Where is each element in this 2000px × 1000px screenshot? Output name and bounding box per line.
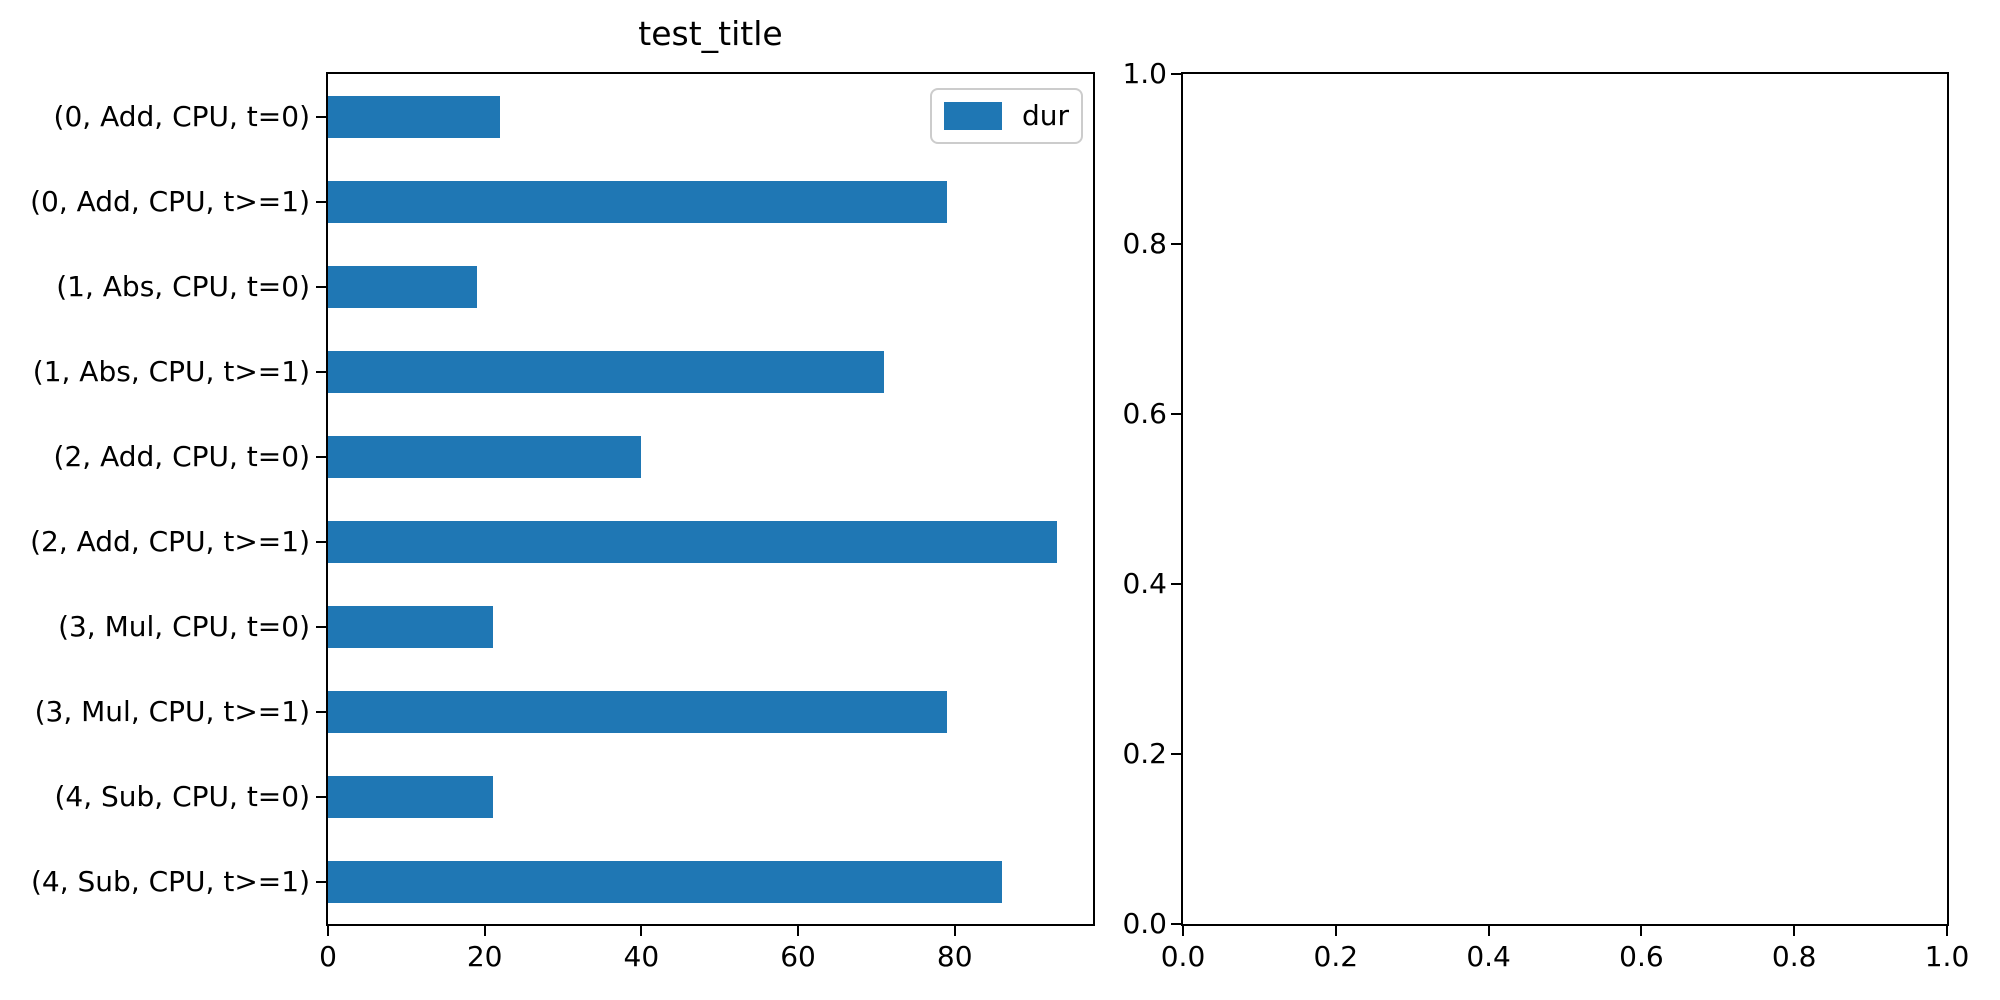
bar-9 xyxy=(328,860,1002,903)
x-tick-label: 0.4 xyxy=(1466,940,1511,973)
x-tick-label: 60 xyxy=(780,940,816,973)
x-tick-mark xyxy=(1946,926,1948,936)
bar-4 xyxy=(328,435,641,478)
y-tick-label: 0.4 xyxy=(1122,567,1167,600)
y-tick-mark xyxy=(316,455,326,458)
empty-plot-area xyxy=(1181,72,1949,926)
y-tick-mark xyxy=(316,370,326,373)
y-tick-mark xyxy=(316,710,326,713)
y-tick-label: (2, Add, CPU, t>=1) xyxy=(30,524,310,558)
y-tick-label: (3, Mul, CPU, t>=1) xyxy=(34,694,310,728)
y-tick-label: 0.0 xyxy=(1122,907,1167,940)
bar-5 xyxy=(328,520,1057,563)
bar-3 xyxy=(328,350,884,393)
y-tick-mark xyxy=(1171,73,1181,75)
bar-0 xyxy=(328,95,500,138)
x-tick-label: 0.6 xyxy=(1619,940,1664,973)
x-tick-label: 0.8 xyxy=(1771,940,1817,973)
x-tick-label: 0.0 xyxy=(1160,940,1206,973)
y-tick-mark xyxy=(316,115,326,118)
x-tick-mark xyxy=(1182,926,1184,936)
y-tick-label: (1, Abs, CPU, t=0) xyxy=(56,269,310,303)
x-tick-mark xyxy=(1640,926,1643,936)
bar-1 xyxy=(328,180,947,223)
y-tick-mark xyxy=(316,795,326,798)
legend-swatch-dur xyxy=(944,102,1002,130)
y-tick-label: (1, Abs, CPU, t>=1) xyxy=(32,354,310,388)
chart-title: test_title xyxy=(638,14,783,53)
y-tick-label: 0.6 xyxy=(1122,397,1167,430)
y-tick-mark xyxy=(1171,753,1181,755)
x-tick-mark xyxy=(1793,926,1796,936)
x-tick-label: 0.2 xyxy=(1313,940,1359,973)
x-tick-mark xyxy=(1334,926,1337,936)
x-tick-label: 80 xyxy=(936,940,973,973)
y-tick-mark xyxy=(316,880,326,883)
bar-6 xyxy=(328,605,493,648)
y-tick-label: (0, Add, CPU, t>=1) xyxy=(30,184,310,218)
y-tick-mark xyxy=(1171,583,1181,585)
y-tick-label: (2, Add, CPU, t=0) xyxy=(53,439,310,473)
x-tick-label: 20 xyxy=(466,940,503,973)
y-tick-mark xyxy=(316,200,326,203)
x-tick-mark xyxy=(483,926,486,936)
bar-2 xyxy=(328,265,477,308)
y-tick-mark xyxy=(1171,413,1181,415)
y-tick-label: (0, Add, CPU, t=0) xyxy=(53,99,310,133)
y-tick-label: 0.8 xyxy=(1122,227,1167,260)
legend-label-dur: dur xyxy=(1022,99,1070,132)
x-tick-mark xyxy=(640,926,643,936)
y-tick-label: (3, Mul, CPU, t=0) xyxy=(58,609,310,643)
legend: dur xyxy=(930,88,1084,144)
x-tick-label: 40 xyxy=(623,940,660,973)
bar-8 xyxy=(328,775,493,818)
x-tick-mark xyxy=(327,926,329,936)
y-tick-label: (4, Sub, CPU, t>=1) xyxy=(30,864,310,898)
x-tick-mark xyxy=(797,926,800,936)
bar-7 xyxy=(328,690,947,733)
x-tick-label: 1.0 xyxy=(1924,940,1970,973)
x-tick-mark xyxy=(1487,926,1490,936)
y-tick-mark xyxy=(316,625,326,628)
y-tick-label: 0.2 xyxy=(1122,737,1167,770)
y-tick-mark xyxy=(316,285,326,288)
y-tick-mark xyxy=(1171,923,1181,925)
y-tick-label: (4, Sub, CPU, t=0) xyxy=(54,779,310,813)
y-tick-mark xyxy=(316,540,326,543)
x-tick-mark xyxy=(953,926,956,936)
y-tick-mark xyxy=(1171,243,1181,245)
x-tick-label: 0 xyxy=(319,940,337,973)
y-tick-label: 1.0 xyxy=(1122,57,1167,90)
